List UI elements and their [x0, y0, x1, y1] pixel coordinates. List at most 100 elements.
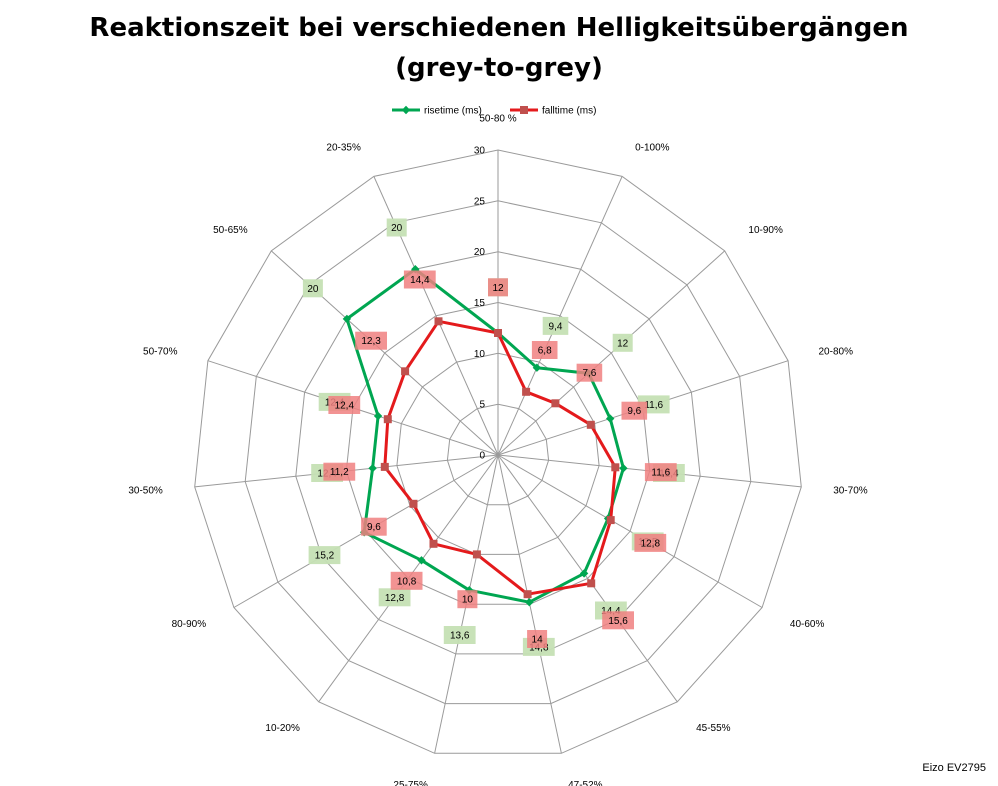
r-tick-label: 25	[474, 196, 486, 207]
svg-text:9,4: 9,4	[549, 321, 563, 332]
grid-ring-10	[396, 352, 600, 555]
svg-text:9,6: 9,6	[627, 406, 641, 417]
svg-text:12,8: 12,8	[385, 593, 405, 604]
category-label-30-50: 30-50%	[128, 486, 163, 497]
falltime-marker	[383, 415, 392, 424]
spoke-0-100	[497, 176, 623, 456]
category-label-25-75: 25-75%	[393, 780, 428, 786]
falltime-marker	[401, 367, 410, 376]
r-tick-label: 10	[474, 349, 486, 360]
legend-marker-falltime	[520, 106, 528, 114]
falltime-marker	[429, 539, 438, 548]
falltime-marker	[551, 399, 560, 408]
falltime-data-label: 9,6	[621, 401, 648, 420]
risetime-series-line	[345, 267, 625, 604]
radar-grid	[194, 149, 802, 754]
svg-text:20: 20	[307, 284, 319, 295]
falltime-marker	[586, 420, 595, 429]
risetime-marker	[579, 569, 589, 578]
falltime-data-label: 12,4	[328, 396, 361, 414]
svg-text:12: 12	[617, 338, 629, 349]
falltime-marker	[494, 329, 502, 337]
falltime-data-label: 9,6	[361, 517, 387, 536]
falltime-marker	[611, 463, 620, 472]
risetime-data-label: 12,8	[378, 588, 411, 607]
risetime-marker	[606, 414, 615, 423]
data-labels: 129,41211,612,412,514,414,813,612,815,21…	[302, 218, 685, 656]
risetime-data-label: 12	[612, 333, 633, 352]
series-group	[342, 265, 628, 607]
legend-marker-risetime	[401, 105, 411, 115]
category-label-0-100: 0-100%	[635, 143, 670, 154]
category-label-50-65: 50-65%	[213, 225, 248, 236]
risetime-marker	[532, 363, 542, 372]
grid-ring-15	[345, 301, 651, 605]
falltime-data-label: 15,6	[602, 611, 634, 630]
grid-ring-30	[194, 149, 802, 754]
svg-text:10: 10	[462, 595, 474, 606]
falltime-marker	[472, 550, 481, 559]
svg-text:15,2: 15,2	[315, 551, 335, 562]
risetime-data-label: 15,2	[308, 546, 341, 565]
falltime-data-label: 14	[527, 630, 548, 648]
risetime-data-label: 20	[386, 218, 407, 237]
category-label-50-80: 50-80 %	[479, 114, 516, 125]
svg-text:13,6: 13,6	[450, 631, 470, 642]
category-label-10-90: 10-90%	[748, 225, 783, 236]
chart-title-line1: Reaktionszeit bei verschiedenen Helligke…	[89, 13, 909, 43]
spoke-45-55	[497, 454, 678, 703]
chart-title-line2: (grey-to-grey)	[395, 53, 603, 83]
category-label-20-35: 20-35%	[326, 143, 361, 154]
risetime-marker	[619, 464, 628, 473]
svg-text:11,6: 11,6	[644, 400, 663, 411]
grid-ring-25	[244, 200, 752, 705]
spoke-40-60	[497, 454, 763, 608]
falltime-marker	[587, 579, 596, 588]
risetime-data-label: 20	[302, 279, 323, 298]
category-label-40-60: 40-60%	[790, 619, 825, 630]
r-tick-label: 20	[474, 247, 486, 258]
svg-text:11,6: 11,6	[651, 468, 670, 479]
risetime-marker	[417, 556, 426, 565]
legend-label-risetime: risetime (ms)	[424, 106, 482, 117]
category-label-80-90: 80-90%	[172, 619, 207, 630]
risetime-data-label: 9,4	[542, 316, 569, 335]
falltime-marker	[380, 462, 389, 471]
svg-text:9,6: 9,6	[367, 522, 381, 533]
legend-label-falltime: falltime (ms)	[542, 106, 596, 117]
chart-title: Reaktionszeit bei verschiedenen Helligke…	[0, 8, 998, 88]
falltime-data-label: 14,4	[403, 270, 436, 289]
svg-text:11,2: 11,2	[330, 467, 349, 478]
credit-text: Eizo EV2795	[922, 762, 986, 774]
risetime-marker	[525, 598, 534, 607]
svg-text:12,3: 12,3	[361, 336, 381, 347]
falltime-marker	[606, 516, 615, 525]
falltime-data-label: 7,6	[576, 363, 603, 382]
falltime-data-label: 12,3	[355, 331, 387, 350]
falltime-data-label: 11,2	[323, 462, 356, 481]
category-label-47-52: 47-52%	[568, 780, 603, 786]
svg-text:12,8: 12,8	[641, 538, 661, 549]
svg-text:14: 14	[532, 635, 544, 646]
falltime-data-label: 11,6	[644, 463, 677, 482]
falltime-series-line	[383, 319, 617, 596]
svg-text:14,4: 14,4	[410, 275, 430, 286]
falltime-data-label: 6,8	[531, 341, 558, 359]
svg-text:12,4: 12,4	[335, 401, 355, 412]
svg-text:15,6: 15,6	[608, 616, 628, 627]
svg-text:7,6: 7,6	[582, 368, 596, 379]
category-label-10-20: 10-20%	[265, 723, 300, 734]
falltime-data-label: 12,8	[634, 533, 667, 552]
category-labels: 50-80 % 0-100% 10-90% 20-80% 30-70% 40-60% 45-…	[128, 114, 867, 786]
r-tick-label: 15	[474, 298, 486, 309]
category-label-30-70: 30-70%	[833, 486, 868, 497]
legend-item-falltime: falltime (ms)	[510, 106, 596, 117]
r-tick-label: 30	[474, 146, 486, 157]
grid-ring-5	[446, 403, 550, 506]
legend: risetime (ms) falltime (ms)	[392, 106, 596, 117]
falltime-data-label: 10	[457, 590, 478, 609]
legend-item-risetime: risetime (ms)	[392, 106, 482, 117]
falltime-marker	[522, 387, 531, 396]
falltime-marker	[409, 499, 418, 508]
